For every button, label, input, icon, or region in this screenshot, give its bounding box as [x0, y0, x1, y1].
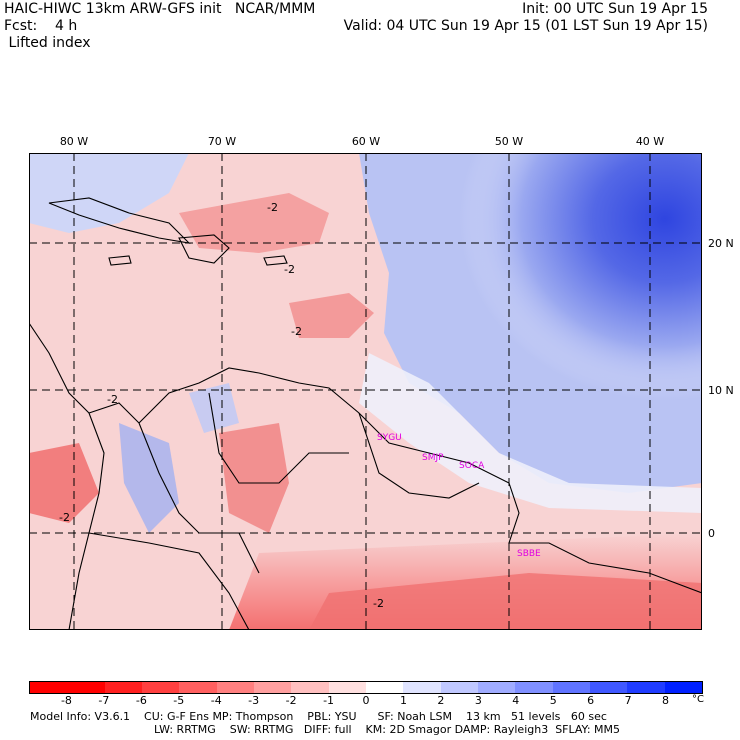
contour-label: -2 — [284, 263, 295, 276]
model-info-line2: LW: RRTMG SW: RRTMG DIFF: full KM: 2D Sm… — [154, 723, 620, 736]
peru-border — [88, 532, 250, 630]
central-america-coast — [29, 322, 140, 424]
colorbar-cell — [589, 682, 628, 693]
lesser-antilles-red-patch — [289, 293, 374, 338]
colorbar-cell — [291, 682, 329, 693]
lon-label-80w: 80 W — [59, 135, 89, 148]
venezuela-border — [208, 392, 349, 484]
colorbar-tick-label: 0 — [362, 694, 370, 707]
colorbar-cell — [627, 682, 665, 693]
station-label-soca: SOCA — [459, 461, 485, 471]
colorbar-cell — [552, 682, 590, 693]
colorbar-cell — [664, 682, 702, 693]
colorbar-tick-label: -6 — [135, 694, 147, 707]
lat-label-0: 0 — [708, 527, 715, 540]
lon-label-70w: 70 W — [207, 135, 237, 148]
colorbar-tick-label: 2 — [437, 694, 445, 707]
lon-label-40w: 40 W — [635, 135, 665, 148]
colorbar-cell — [67, 682, 105, 693]
colorbar-cell — [515, 682, 553, 693]
colorbar — [29, 681, 703, 694]
colorbar-cell — [104, 682, 142, 693]
contour-label: -2 — [373, 597, 384, 610]
contour-label: -2 — [59, 511, 70, 524]
lifted-index-map: -2 -2 -2 -2 -2 -2 SYGU SMJP SOCA SBBE — [29, 153, 702, 630]
colorbar-tick-label: 4 — [512, 694, 520, 707]
guyana-border — [358, 412, 480, 499]
venezuela-blue-patch — [189, 383, 239, 433]
colorbar-tick-label: 3 — [474, 694, 482, 707]
colorbar-cell — [179, 682, 217, 693]
colombia-red-patch — [219, 423, 289, 533]
colorbar-tick-label: -2 — [285, 694, 297, 707]
model-title: HAIC-HIWC 13km ARW-GFS init NCAR/MMM — [4, 1, 316, 17]
colorbar-tick-label: 5 — [549, 694, 557, 707]
south-america-north-coast — [138, 367, 702, 594]
colorbar-cell — [328, 682, 366, 693]
nw-blue-region — [29, 153, 189, 233]
valid-time: Valid: 04 UTC Sun 19 Apr 15 (01 LST Sun … — [343, 18, 708, 34]
lon-label-60w: 60 W — [351, 135, 381, 148]
colorbar-cell — [30, 682, 68, 693]
field-name: Lifted index — [4, 35, 91, 51]
colombia-border — [138, 422, 260, 574]
lat-label-10n: 10 N — [708, 384, 734, 397]
coastlines — [29, 197, 702, 630]
contour-label: -2 — [267, 201, 278, 214]
forecast-hour: Fcst: 4 h — [4, 18, 78, 34]
puerto-rico-coast — [263, 255, 288, 266]
colorbar-tick-label: -4 — [210, 694, 222, 707]
jamaica-coast — [108, 255, 132, 266]
hispaniola-coast — [178, 234, 230, 264]
station-label-sygu: SYGU — [377, 433, 402, 443]
colorbar-cell — [477, 682, 516, 693]
station-label-smjp: SMJP — [422, 453, 444, 463]
lat-label-20n: 20 N — [708, 237, 734, 250]
colorbar-tick-label: -5 — [173, 694, 185, 707]
colorbar-tick-label: 7 — [624, 694, 632, 707]
lon-label-50w: 50 W — [494, 135, 524, 148]
init-time: Init: 00 UTC Sun 19 Apr 15 — [522, 1, 708, 17]
contour-label: -2 — [107, 393, 118, 406]
neutral-band — [359, 353, 702, 513]
contour-label: -2 — [291, 325, 302, 338]
amazon-deep-red — [309, 573, 702, 630]
station-label-sbbe: SBBE — [517, 549, 541, 559]
colorbar-tick-label: -3 — [248, 694, 260, 707]
colorbar-cell — [216, 682, 254, 693]
colorbar-tick-label: -8 — [60, 694, 72, 707]
colorbar-tick-label: -7 — [98, 694, 110, 707]
colorbar-tick-label: 1 — [399, 694, 407, 707]
colorbar-cell — [253, 682, 292, 693]
caribbean-red-patch — [179, 193, 329, 253]
model-info-line1: Model Info: V3.6.1 CU: G-F Ens MP: Thomp… — [30, 710, 607, 723]
colorbar-cell — [403, 682, 441, 693]
colorbar-tick-label: -1 — [323, 694, 335, 707]
graticule — [29, 153, 702, 630]
colorbar-tick-label: 6 — [587, 694, 595, 707]
colorbar-cell — [141, 682, 180, 693]
map-frame — [29, 153, 702, 630]
pacific-coast — [68, 412, 105, 630]
pacific-red-patch — [29, 443, 99, 523]
andes-blue-patch — [119, 423, 179, 533]
colorbar-cell — [365, 682, 404, 693]
colorbar-unit: °C — [692, 694, 704, 705]
colorbar-cell — [440, 682, 478, 693]
colorbar-tick-label: 8 — [662, 694, 670, 707]
